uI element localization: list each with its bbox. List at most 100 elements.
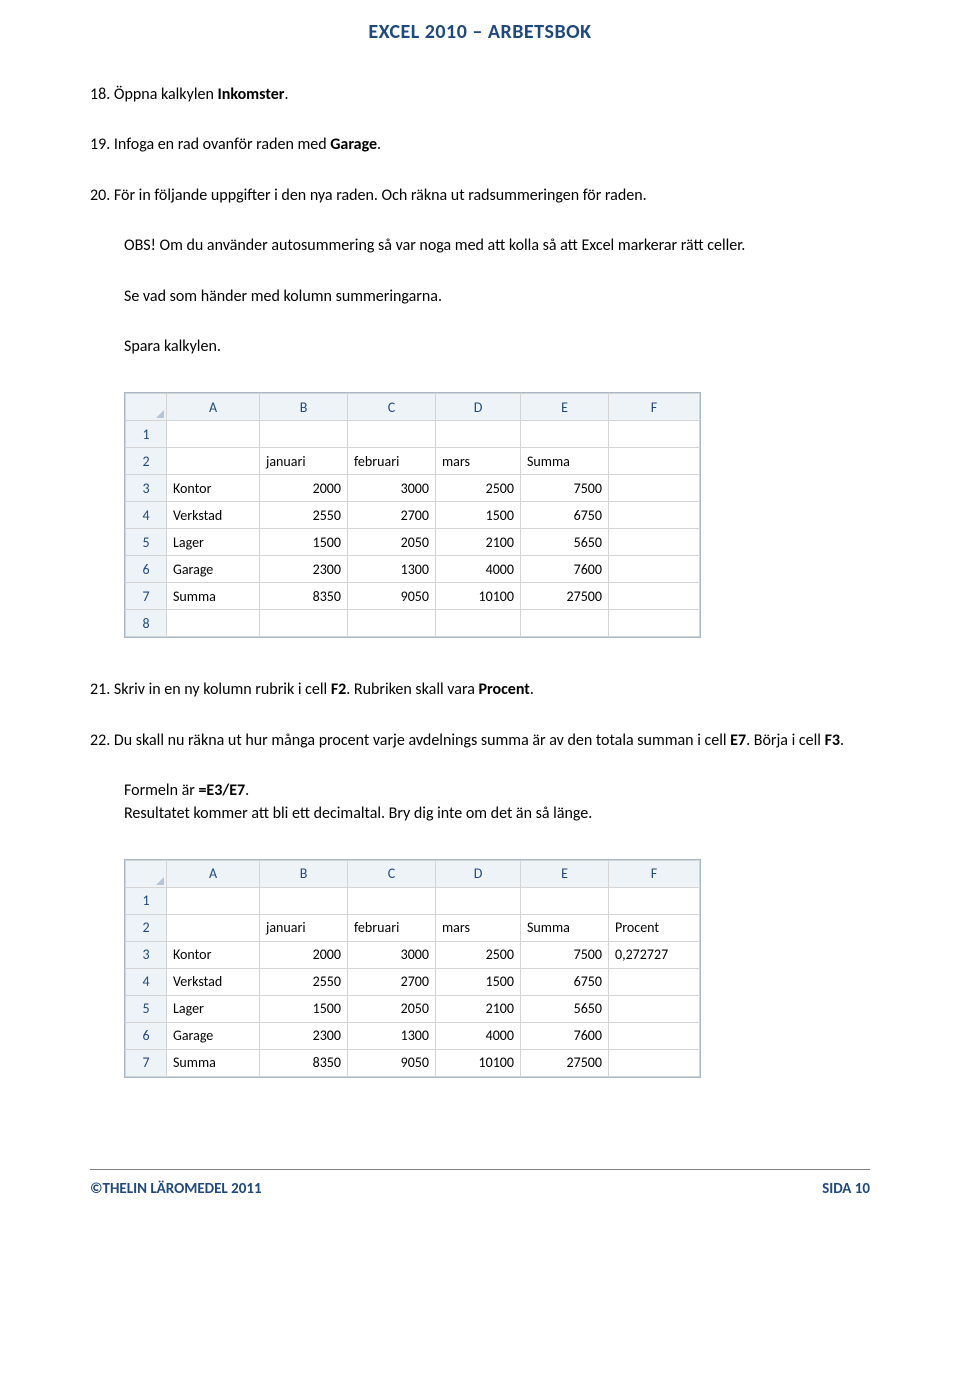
row-header: 2 [126,448,167,475]
cell: 27500 [521,583,609,610]
cell: 2000 [260,941,348,968]
cell: Summa [167,1049,260,1076]
text: . [840,731,844,750]
cell: 2050 [348,529,436,556]
cell: Verkstad [167,968,260,995]
instruction-22: 22. Du skall nu räkna ut hur många proce… [90,730,870,752]
cell: 5650 [521,995,609,1022]
footer: ©THELIN LÄROMEDEL 2011 SIDA 10 [90,1169,870,1198]
cell: 27500 [521,1049,609,1076]
cell: februari [348,914,436,941]
cell: 1500 [260,529,348,556]
cell: 1500 [260,995,348,1022]
cell: Summa [521,914,609,941]
cell [436,610,521,637]
cell [167,610,260,637]
cell: mars [436,914,521,941]
col-header: F [609,394,700,421]
cell [521,887,609,914]
cell [609,475,700,502]
text: Resultatet kommer att bli ett decimaltal… [124,804,592,823]
cell [260,887,348,914]
text: 21. Skriv in en ny kolumn rubrik i cell [90,680,331,699]
cell [260,610,348,637]
row-header: 3 [126,941,167,968]
cell [521,610,609,637]
cell [436,421,521,448]
cell: 4000 [436,556,521,583]
cell: 1300 [348,1022,436,1049]
cell: 4000 [436,1022,521,1049]
cell: 2300 [260,1022,348,1049]
cell: 8350 [260,583,348,610]
bold: F3 [825,731,840,750]
instruction-21: 21. Skriv in en ny kolumn rubrik i cell … [90,679,870,701]
col-header: D [436,860,521,887]
text: . [530,680,534,699]
cell [609,556,700,583]
corner-cell [126,394,167,421]
cell: 2500 [436,941,521,968]
cell [348,421,436,448]
cell: Procent [609,914,700,941]
page: EXCEL 2010 – ARBETSBOK 18. Öppna kalkyle… [0,0,960,1228]
cell [609,968,700,995]
cell: 6750 [521,502,609,529]
cell: 3000 [348,941,436,968]
row-header: 7 [126,583,167,610]
cell [167,448,260,475]
cell: 2300 [260,556,348,583]
col-header: A [167,860,260,887]
excel-table-2: A B C D E F 1 2januarifebruarimarsSummaP… [125,860,700,1077]
cell: Lager [167,529,260,556]
row-header: 4 [126,502,167,529]
row-header: 8 [126,610,167,637]
cell: 2100 [436,995,521,1022]
row-header: 6 [126,1022,167,1049]
text: . [245,781,249,800]
bold: F2 [331,680,346,699]
cell [609,421,700,448]
document-title: EXCEL 2010 – ARBETSBOK [90,20,870,44]
footer-left: ©THELIN LÄROMEDEL 2011 [90,1180,262,1198]
cell: Garage [167,556,260,583]
text: . [377,135,381,154]
cell [609,502,700,529]
row-header: 5 [126,529,167,556]
instruction-20c: Spara kalkylen. [124,336,870,358]
cell: 9050 [348,1049,436,1076]
col-header: A [167,394,260,421]
col-header: C [348,860,436,887]
cell: 9050 [348,583,436,610]
bold: =E3/E7 [198,781,245,800]
cell: 7500 [521,475,609,502]
text: 19. Infoga en rad ovanför raden med [90,135,330,154]
cell [609,583,700,610]
cell: 3000 [348,475,436,502]
cell [348,887,436,914]
cell [167,421,260,448]
text: . Börja i cell [746,731,824,750]
cell: 2050 [348,995,436,1022]
col-header: D [436,394,521,421]
cell: Kontor [167,941,260,968]
col-header: B [260,394,348,421]
instruction-20: 20. För in följande uppgifter i den nya … [90,185,870,207]
cell: Lager [167,995,260,1022]
instruction-18: 18. Öppna kalkylen Inkomster. [90,84,870,106]
bold: Procent [478,680,529,699]
cell [609,529,700,556]
text: . [284,85,288,104]
footer-divider [90,1169,870,1170]
text: . Rubriken skall vara [346,680,478,699]
cell [167,887,260,914]
instruction-22f: Formeln är =E3/E7. Resultatet kommer att… [124,780,870,825]
cell: 2500 [436,475,521,502]
cell [609,1022,700,1049]
cell [609,995,700,1022]
excel-table-1: A B C D E F 1 2januarifebruarimarsSumma … [125,393,700,637]
excel-screenshot-2: A B C D E F 1 2januarifebruarimarsSummaP… [124,859,701,1078]
cell: 2100 [436,529,521,556]
cell [609,448,700,475]
row-header: 3 [126,475,167,502]
